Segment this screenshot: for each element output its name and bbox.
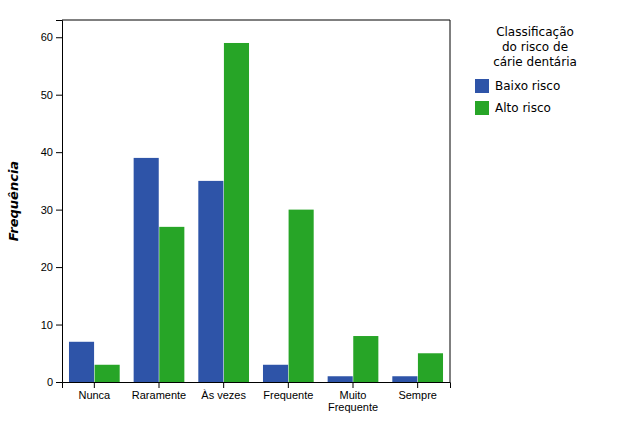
tick-mark bbox=[353, 382, 354, 388]
bar bbox=[263, 365, 288, 382]
tick-mark bbox=[56, 325, 62, 326]
tick-label: 0 bbox=[47, 376, 53, 388]
legend-item: Baixo risco bbox=[475, 79, 560, 93]
tick-label: MuitoFrequente bbox=[328, 389, 378, 414]
tick-mark bbox=[56, 210, 62, 211]
tick: 40 bbox=[41, 146, 62, 158]
bar bbox=[198, 181, 223, 382]
legend-label: Alto risco bbox=[495, 101, 551, 115]
x-axis: Nunca Raramente Às vezes Frequente MuitoFreq… bbox=[63, 382, 451, 413]
bar bbox=[95, 365, 120, 382]
tick: 50 bbox=[41, 89, 62, 101]
legend-label: Baixo risco bbox=[495, 79, 560, 93]
tick-label: 40 bbox=[41, 146, 53, 158]
tick-label: 50 bbox=[41, 89, 53, 101]
legend-swatch bbox=[475, 79, 489, 93]
legend-item: Alto risco bbox=[475, 101, 551, 115]
plot: 0 10 20 30 40 50 60 Nunca Raramente Às vezes Frequ… bbox=[41, 20, 451, 413]
bar bbox=[328, 376, 353, 382]
tick-label: Sempre bbox=[398, 389, 437, 401]
tick-label: 60 bbox=[41, 31, 53, 43]
tick: 30 bbox=[41, 204, 62, 216]
tick: Sempre bbox=[398, 382, 437, 401]
bar bbox=[159, 227, 184, 382]
tick: Nunca bbox=[78, 382, 111, 401]
tick-mark bbox=[56, 95, 62, 96]
tick-mark bbox=[94, 382, 95, 388]
axis-line bbox=[63, 383, 451, 389]
y-axis-title: Frequência bbox=[6, 161, 21, 241]
legend: Classificaçãodo risco decárie dentária Ba… bbox=[475, 25, 577, 115]
y-axis: 0 10 20 30 40 50 60 bbox=[41, 21, 63, 389]
tick-label: Às vezes bbox=[201, 389, 246, 401]
tick-label: Frequente bbox=[263, 389, 313, 401]
tick-mark bbox=[56, 267, 62, 268]
bar bbox=[418, 353, 443, 382]
bar bbox=[224, 43, 249, 382]
axis-line bbox=[56, 21, 63, 383]
tick: 20 bbox=[41, 261, 62, 273]
tick: 0 bbox=[47, 376, 62, 388]
tick-mark bbox=[417, 382, 418, 388]
bar bbox=[134, 158, 159, 382]
tick-mark bbox=[56, 37, 62, 38]
bar bbox=[69, 342, 94, 382]
bar bbox=[392, 376, 417, 382]
tick: 10 bbox=[41, 319, 62, 331]
frame-right bbox=[450, 20, 451, 382]
series-bars bbox=[95, 43, 443, 382]
tick-label: Raramente bbox=[132, 389, 186, 401]
bar bbox=[353, 336, 378, 382]
tick-mark bbox=[159, 382, 160, 388]
tick: Frequente bbox=[263, 382, 313, 401]
tick: Raramente bbox=[132, 382, 186, 401]
tick-label: 30 bbox=[41, 204, 53, 216]
tick-mark bbox=[288, 382, 289, 388]
tick-mark bbox=[223, 382, 224, 388]
tick-label: 10 bbox=[41, 319, 53, 331]
tick: 60 bbox=[41, 31, 62, 43]
frame-top bbox=[62, 20, 450, 21]
legend-title: Classificaçãodo risco decárie dentária bbox=[493, 25, 577, 69]
bar bbox=[289, 210, 314, 382]
legend-swatch bbox=[475, 101, 489, 115]
tick-mark bbox=[56, 152, 62, 153]
chart: 0 10 20 30 40 50 60 Nunca Raramente Às vezes Frequ… bbox=[0, 0, 625, 437]
tick-label: 20 bbox=[41, 261, 53, 273]
bars bbox=[69, 43, 443, 382]
tick-mark bbox=[56, 382, 62, 383]
tick: Às vezes bbox=[201, 382, 246, 401]
tick-label: Nunca bbox=[78, 389, 111, 401]
tick: MuitoFrequente bbox=[328, 382, 378, 413]
